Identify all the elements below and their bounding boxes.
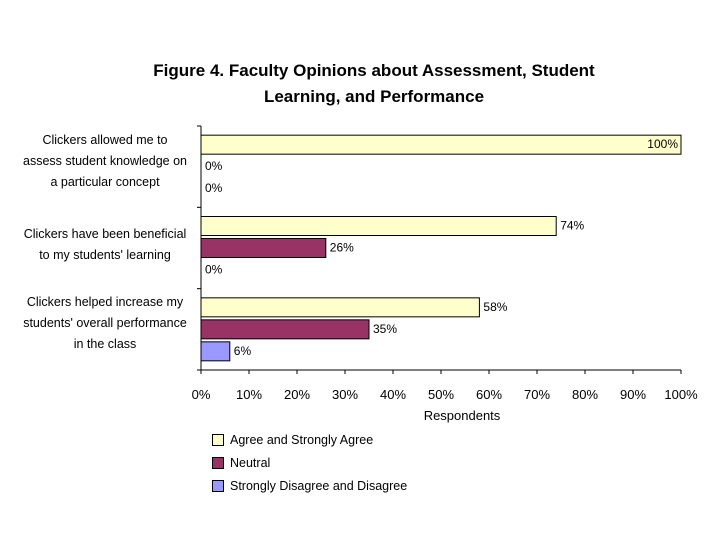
legend-label-neutral: Neutral — [230, 455, 271, 470]
x-tick-label: 30% — [332, 387, 358, 402]
chart-title-line-2: Learning, and Performance — [263, 87, 485, 106]
category-label-3-line-1: Clickers helped increase my — [26, 295, 184, 309]
bar-value-label: 58% — [483, 300, 507, 314]
category-label-1-line-3: a particular concept — [50, 175, 160, 189]
category-label-1: Clickers allowed me to assess student kn… — [14, 130, 196, 193]
bar — [200, 319, 370, 340]
x-axis-title: Respondents — [424, 408, 501, 423]
category-label-3: Clickers helped increase my students' ov… — [14, 292, 196, 355]
chart-title-line-1: Figure 4. Faculty Opinions about Assessm… — [153, 61, 595, 80]
bar-value-label: 6% — [234, 344, 252, 358]
bar — [200, 238, 327, 258]
legend-swatch-disagree — [212, 479, 224, 492]
category-label-2-line-1: Clickers have been beneficial — [23, 227, 187, 241]
x-tick-label: 60% — [476, 387, 502, 402]
category-label-3-line-3: in the class — [73, 337, 137, 351]
x-tick-label: 100% — [664, 387, 698, 402]
category-label-1-line-1: Clickers allowed me to — [42, 133, 168, 147]
chart-title: Figure 4. Faculty Opinions about Assessm… — [0, 58, 720, 110]
category-label-2-line-2: to my students' learning — [39, 248, 171, 262]
bar-value-label: 100% — [647, 137, 678, 151]
x-tick-label: 20% — [284, 387, 310, 402]
legend: Agree and Strongly Agree Neutral Strongl… — [212, 428, 407, 497]
x-tick-label: 10% — [236, 387, 262, 402]
bar — [200, 341, 231, 362]
x-tick-label: 50% — [428, 387, 454, 402]
bar — [200, 134, 682, 155]
x-tick-label: 90% — [620, 387, 646, 402]
category-label-2: Clickers have been beneficial to my stud… — [14, 224, 196, 266]
bar — [200, 297, 480, 318]
legend-label-disagree: Strongly Disagree and Disagree — [230, 478, 408, 493]
legend-label-agree: Agree and Strongly Agree — [230, 432, 374, 447]
bar-value-label: 26% — [330, 241, 354, 255]
category-label-3-line-2: students' overall performance — [23, 316, 187, 330]
bar-value-label: 74% — [560, 219, 584, 233]
x-tick-label: 40% — [380, 387, 406, 402]
legend-item-agree: Agree and Strongly Agree — [212, 428, 407, 451]
x-tick-label: 0% — [192, 387, 211, 402]
bar — [200, 216, 557, 236]
bar-value-label: 0% — [205, 181, 223, 195]
x-tick-label: 70% — [524, 387, 550, 402]
legend-item-disagree: Strongly Disagree and Disagree — [212, 474, 407, 497]
bar-value-label: 0% — [205, 263, 223, 277]
bar-value-label: 35% — [373, 322, 397, 336]
legend-swatch-agree — [212, 433, 224, 446]
category-label-1-line-2: assess student knowledge on — [23, 154, 187, 168]
x-tick-label: 80% — [572, 387, 598, 402]
legend-item-neutral: Neutral — [212, 451, 407, 474]
legend-swatch-neutral — [212, 456, 224, 469]
bar-value-label: 0% — [205, 159, 223, 173]
